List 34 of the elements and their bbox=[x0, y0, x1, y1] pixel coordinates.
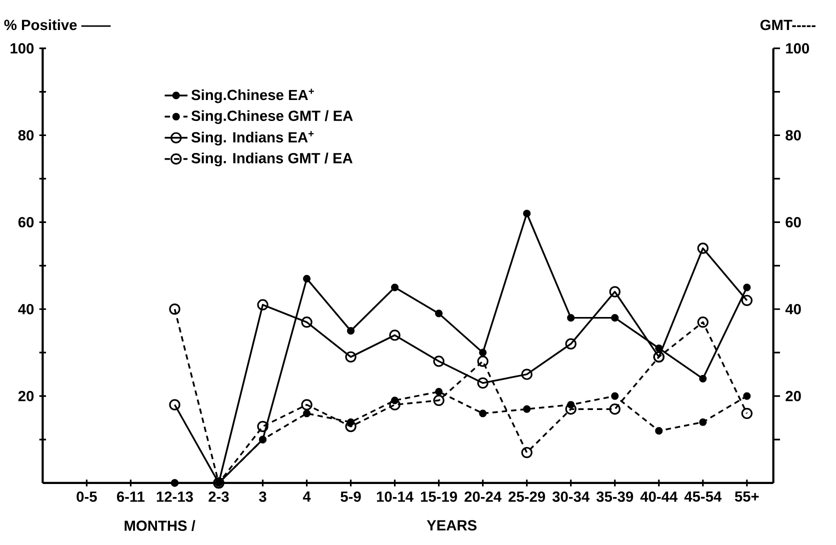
x-tick-label: 15-19 bbox=[420, 491, 458, 502]
legend-label: Sing. Indians GMT / EA bbox=[191, 152, 353, 166]
y-tick-label: 20 bbox=[786, 390, 801, 402]
legend-label: Sing. Indians EA$^{+}$ bbox=[191, 131, 314, 146]
text: YEARS bbox=[426, 520, 477, 531]
y2-tick-label: 20 bbox=[18, 390, 34, 402]
text: MONTHS / bbox=[124, 520, 196, 532]
y2-tick-label: 100 bbox=[10, 43, 34, 54]
text: % Positive —— bbox=[4, 19, 111, 30]
legend-label: Sing.Chinese GMT / EA bbox=[191, 110, 353, 124]
y2-tick-label: 60 bbox=[18, 217, 34, 228]
x-tick-label: 3 bbox=[259, 491, 266, 502]
text: GMT----- bbox=[760, 20, 816, 30]
y-tick-label: 60 bbox=[786, 217, 801, 228]
y2-tick-label: 80 bbox=[18, 130, 34, 140]
x-tick-label: 40-44 bbox=[640, 491, 678, 502]
x-tick-label: 30-34 bbox=[552, 491, 590, 502]
x-tick-label: 55+ bbox=[734, 491, 759, 502]
y2-tick-label: 40 bbox=[18, 304, 34, 314]
y-tick-label: 80 bbox=[786, 130, 801, 140]
x-tick-label: 5-9 bbox=[340, 491, 361, 502]
y-tick-label: 40 bbox=[785, 304, 801, 314]
x-tick-label: 45-54 bbox=[684, 491, 722, 502]
legend-label: Sing.Chinese EA$^{+}$ bbox=[191, 88, 314, 104]
x-tick-label: 0-5 bbox=[76, 491, 97, 502]
x-tick-label: 35-39 bbox=[596, 491, 634, 502]
x-tick-label: 2-3 bbox=[208, 491, 229, 502]
x-tick-label: 10-14 bbox=[376, 491, 414, 502]
y-tick-label: 100 bbox=[786, 43, 810, 54]
x-tick-label: 20-24 bbox=[464, 491, 502, 502]
x-tick-label: 12-13 bbox=[156, 491, 193, 502]
x-tick-label: 25-29 bbox=[508, 491, 546, 502]
x-tick-label: 6-11 bbox=[116, 491, 145, 502]
x-tick-label: 4 bbox=[302, 491, 311, 502]
